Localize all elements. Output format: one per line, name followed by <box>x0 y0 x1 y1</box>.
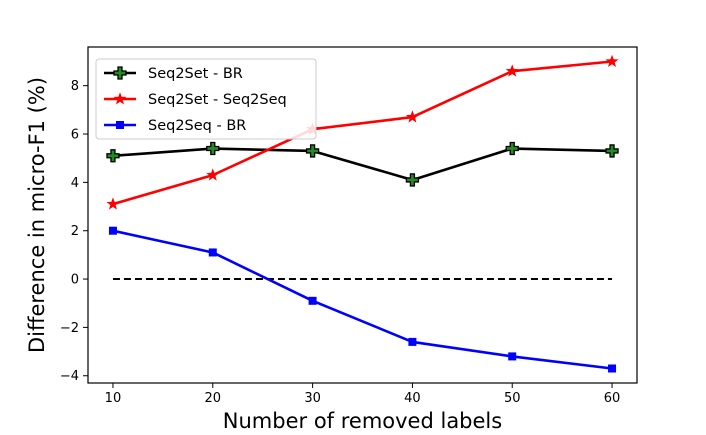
series-line-seq2set-br <box>112 147 613 182</box>
series-line-seq2seq-br <box>112 229 613 370</box>
y-tick-label: 0 <box>71 273 79 288</box>
legend-marker-seq2set-br <box>113 66 127 80</box>
data-point-seq2set-seq2seq <box>405 110 419 123</box>
x-tick-label: 60 <box>604 391 621 406</box>
data-point-seq2seq-br <box>208 248 217 257</box>
x-axis-label: Number of removed labels <box>223 409 502 433</box>
series-line-seq2set-seq2seq <box>112 60 613 206</box>
data-point-seq2set-br <box>405 173 420 187</box>
legend-label-seq2set-br: Seq2Set - BR <box>148 66 243 82</box>
x-tick-label: 50 <box>504 391 521 406</box>
data-point-seq2set-seq2seq <box>206 168 220 181</box>
x-tick-label: 20 <box>204 391 221 406</box>
data-point-seq2set-seq2seq <box>106 197 120 210</box>
x-tick-label: 10 <box>105 391 122 406</box>
axis-ticks: 10 20 30 40 50 60 −4 −2 0 2 4 6 8 <box>60 79 620 406</box>
legend-box <box>95 58 317 140</box>
x-tick-label: 40 <box>404 391 421 406</box>
legend-label-seq2set-seq2seq: Seq2Set - Seq2Seq <box>148 92 287 108</box>
legend: Seq2Set - BR Seq2Set - Seq2Seq Seq2Seq - B… <box>95 58 317 140</box>
legend-label-seq2seq-br: Seq2Seq - BR <box>148 118 246 134</box>
data-point-seq2seq-br <box>108 226 117 235</box>
plot-frame <box>87 46 638 384</box>
y-tick-label: −2 <box>60 321 79 336</box>
y-tick-label: 6 <box>71 128 79 143</box>
data-point-seq2seq-br <box>308 296 317 305</box>
legend-marker-seq2set-seq2seq <box>113 92 127 105</box>
y-tick-label: −4 <box>60 369 79 384</box>
data-point-seq2set-br <box>305 144 320 158</box>
data-point-seq2set-seq2seq <box>605 54 619 67</box>
y-tick-label: 2 <box>71 224 79 239</box>
y-tick-label: 4 <box>71 176 79 191</box>
data-point-seq2set-br <box>505 141 519 156</box>
data-point-seq2set-br <box>605 144 619 158</box>
y-tick-label: 8 <box>71 79 79 94</box>
data-point-seq2set-br <box>206 141 220 156</box>
y-axis-label: Difference in micro-F1 (%) <box>25 77 49 353</box>
x-tick-label: 30 <box>304 391 321 406</box>
data-point-seq2seq-br <box>608 364 617 373</box>
legend-marker-seq2seq-br <box>116 121 124 129</box>
data-point-seq2seq-br <box>508 352 517 361</box>
data-point-seq2set-seq2seq <box>505 64 519 77</box>
data-point-seq2set-br <box>106 149 120 163</box>
data-point-seq2seq-br <box>408 337 417 346</box>
